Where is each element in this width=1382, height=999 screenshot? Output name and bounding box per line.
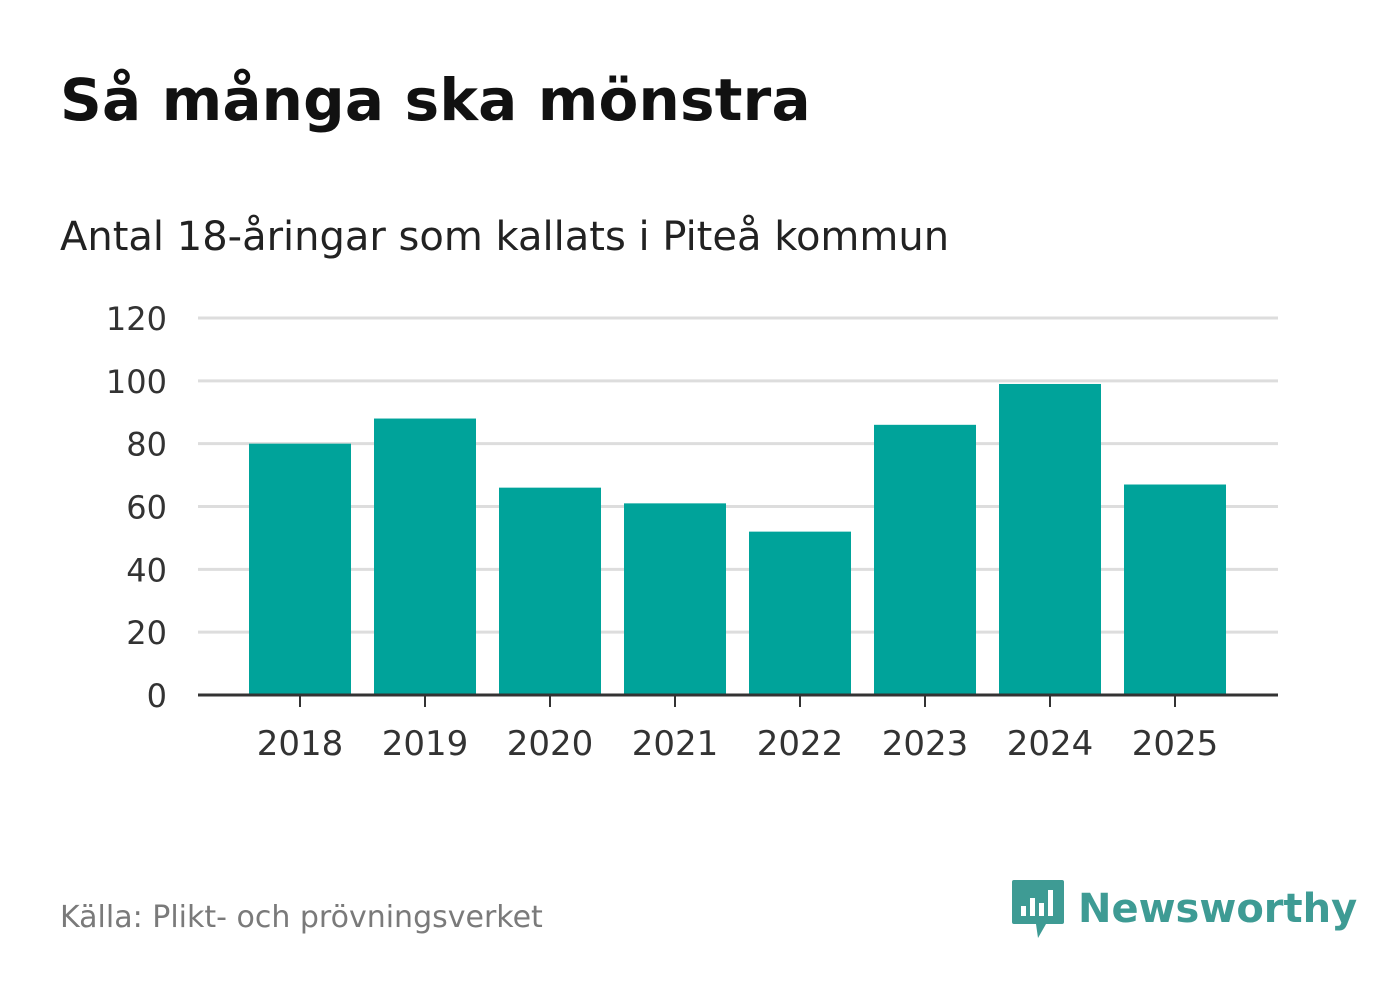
y-tick-label: 40 [126, 551, 167, 589]
bar-2018 [249, 443, 351, 695]
x-tick-label: 2019 [382, 724, 469, 764]
source-note: Källa: Plikt- och prövningsverket [60, 900, 543, 935]
y-tick-label: 20 [126, 614, 167, 652]
bar-2025 [1124, 484, 1226, 695]
newsworthy-logo: Newsworthy [1010, 878, 1357, 940]
bar-2020 [499, 487, 601, 695]
bar-2022 [749, 531, 851, 695]
y-tick-label: 120 [106, 300, 167, 338]
y-tick-label: 100 [106, 363, 167, 401]
y-tick-label: 0 [147, 677, 167, 715]
bar-2019 [374, 418, 476, 695]
x-tick-label: 2020 [507, 724, 594, 764]
y-tick-label: 60 [126, 489, 167, 527]
bars [249, 383, 1226, 695]
chart-subtitle: Antal 18-åringar som kallats i Piteå kom… [60, 214, 950, 260]
bar-chart-speech-bubble-icon [1012, 880, 1064, 938]
bar-2023 [874, 424, 976, 695]
chart-title: Så många ska mönstra [60, 66, 811, 134]
axes [198, 693, 1278, 707]
y-tick-label: 80 [126, 426, 167, 464]
bar-2021 [624, 503, 726, 695]
bar-2024 [999, 383, 1101, 695]
x-tick-label: 2023 [882, 724, 969, 764]
x-tick-label: 2024 [1007, 724, 1094, 764]
logo-text: Newsworthy [1078, 886, 1358, 932]
x-tick-label: 2021 [632, 724, 719, 764]
gridlines [198, 316, 1278, 634]
tick-labels: 0 20 40 60 80 100 120 2018 2019 2020 2021 2022 2023 2… [106, 300, 1218, 764]
x-tick-label: 2022 [757, 724, 844, 764]
x-tick-label: 2025 [1132, 724, 1219, 764]
x-tick-label: 2018 [257, 724, 344, 764]
